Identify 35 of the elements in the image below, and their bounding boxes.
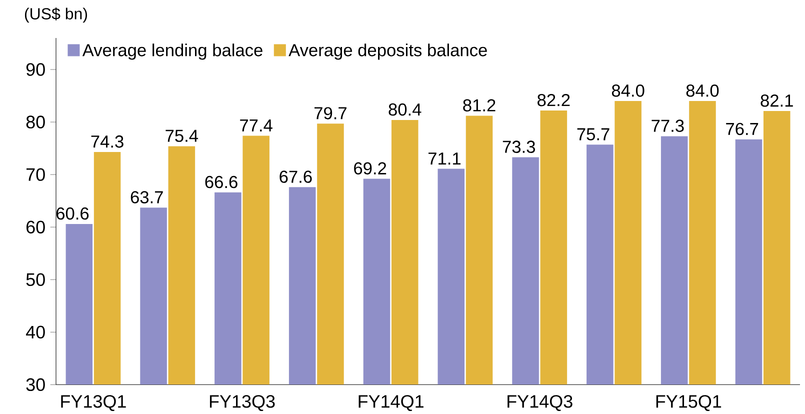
x-tick-label: FY14Q1 bbox=[358, 395, 424, 412]
x-tick-label: FY14Q3 bbox=[508, 395, 572, 412]
data-label: 75.7 bbox=[577, 128, 610, 140]
data-label: 79.7 bbox=[314, 107, 346, 120]
data-label: 77.3 bbox=[652, 120, 684, 132]
legend-label: Average lending balace bbox=[82, 44, 262, 60]
data-label: 81.2 bbox=[463, 99, 496, 112]
x-tick-label: FY13Q3 bbox=[210, 395, 275, 412]
y-tick-label: 50 bbox=[26, 273, 45, 286]
data-label: 74.3 bbox=[91, 135, 124, 148]
data-label: 63.7 bbox=[130, 191, 163, 204]
x-tick-label: FY13Q1 bbox=[61, 395, 126, 412]
y-tick-label: 90 bbox=[26, 63, 45, 76]
data-label: 60.6 bbox=[56, 207, 89, 220]
y-tick-label: 30 bbox=[26, 378, 45, 392]
data-label: 69.2 bbox=[354, 162, 386, 174]
data-label: 76.7 bbox=[726, 122, 758, 136]
y-tick-label: 60 bbox=[26, 220, 45, 234]
data-label: 66.6 bbox=[205, 176, 238, 188]
data-label: 80.4 bbox=[388, 103, 422, 116]
legend-label: Average deposits balance bbox=[288, 44, 487, 60]
y-axis-title: (US$ bn) bbox=[24, 7, 87, 23]
data-label: 71.1 bbox=[428, 152, 461, 165]
data-label: 84.0 bbox=[686, 84, 719, 97]
data-label: 82.2 bbox=[538, 94, 570, 106]
data-label: 84.0 bbox=[612, 84, 644, 97]
x-tick-label: FY15Q1 bbox=[656, 395, 722, 412]
y-tick-label: 80 bbox=[26, 116, 45, 128]
data-label: 67.6 bbox=[280, 170, 312, 183]
y-tick-label: 40 bbox=[26, 326, 45, 339]
data-label: 82.1 bbox=[760, 94, 793, 107]
y-tick-label: 70 bbox=[26, 168, 45, 181]
data-label: 77.4 bbox=[240, 120, 272, 132]
data-label: 73.3 bbox=[502, 140, 535, 153]
data-label: 75.4 bbox=[166, 130, 198, 142]
